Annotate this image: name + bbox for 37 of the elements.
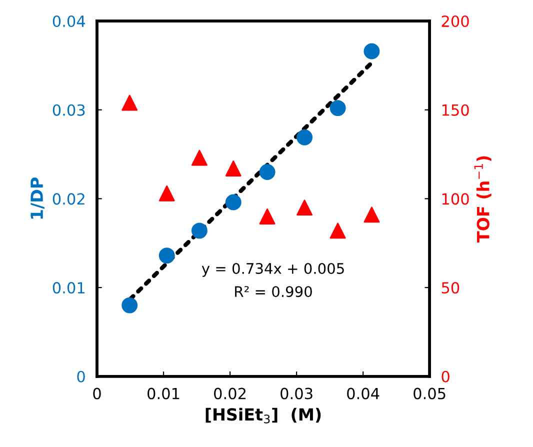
point [330,222,346,239]
y-tick-label: 0.03 [52,104,85,116]
point [364,43,380,60]
y-axis-title: 1/DP [30,178,44,219]
y-tick-label: 0.04 [52,15,86,28]
point [225,160,242,176]
point [158,185,175,202]
x-axis-title: [HSiEt$_{3}$] (M) [206,408,321,424]
y-tick-label: 0 [77,370,85,382]
point [364,206,380,223]
point [296,129,313,146]
y2-tick-label: 100 [442,193,469,205]
point [259,164,276,180]
annotation: R² = 0.990 [235,286,312,298]
y-tick-label: 0.02 [52,193,84,205]
x-tick-label: 0.01 [148,388,180,400]
annotation: y = 0.734x + 0.005 [202,262,344,277]
point [330,100,346,116]
x-tick-label: 0.03 [280,388,312,400]
x-tick-label: 0.05 [414,388,446,400]
point [225,194,242,210]
y2-tick-label: 0 [442,370,450,382]
point [122,297,138,314]
y-tick-label: 0.01 [52,282,84,294]
point [296,200,313,216]
point [191,222,208,239]
y2-tick-label: 200 [442,15,469,28]
y2-tick-label: 50 [442,282,460,294]
point [191,150,208,166]
x-tick-label: 0.02 [214,388,246,400]
point [158,248,175,264]
x-tick-label: 0.04 [347,388,380,400]
y2-tick-label: 150 [442,104,469,116]
point [122,94,138,111]
y2-axis-title: TOF (h$^{−1}$) [474,156,492,242]
x-tick-label: 0 [93,388,101,400]
point [259,208,276,224]
